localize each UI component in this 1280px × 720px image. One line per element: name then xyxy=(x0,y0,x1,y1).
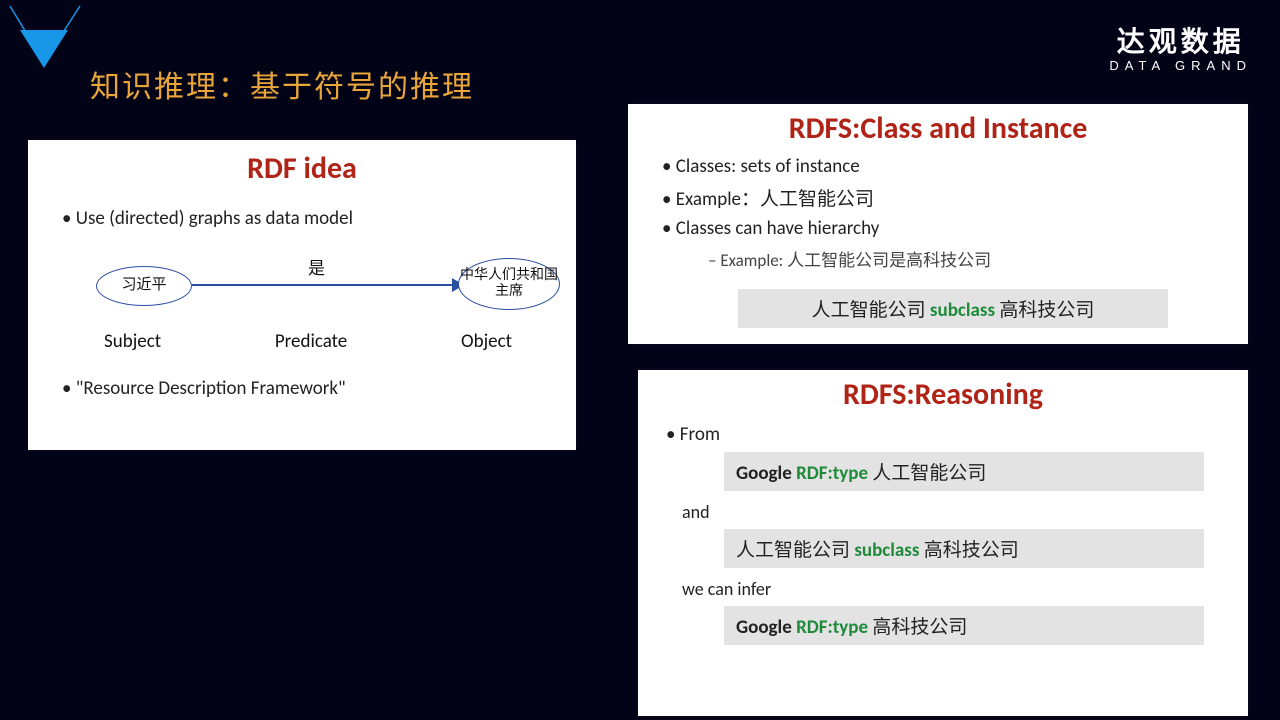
bullet-tr-2: Example：人工智能公司 xyxy=(662,184,1228,211)
panel-rdfs-reasoning: RDFS:Reasoning From Google RDF:type 人工智能… xyxy=(638,370,1248,716)
l3-c: 高科技公司 xyxy=(872,616,967,639)
from-label: From xyxy=(666,423,1226,446)
gray-box-subclass: 人工智能公司 subclass 高科技公司 xyxy=(738,289,1168,328)
l2-b: subclass xyxy=(854,539,919,562)
bullet-tr-3: Classes can have hierarchy xyxy=(662,217,1228,240)
rdf-triple-diagram: 习近平 是 中华人们共和国主席 xyxy=(48,258,556,318)
box-keyword: subclass xyxy=(930,299,995,322)
subbullet-tr-1: Example: 人工智能公司是高科技公司 xyxy=(708,246,1228,271)
l3-b: RDF:type xyxy=(796,616,868,639)
l1-c: 人工智能公司 xyxy=(872,462,986,485)
role-object: Object xyxy=(461,330,512,353)
panel-rdfs-class: RDFS:Class and Instance Classes: sets of… xyxy=(628,104,1248,344)
bullet-tr-1: Classes: sets of instance xyxy=(662,155,1228,178)
brand-en: DATA GRAND xyxy=(1109,58,1252,73)
card-title-br: RDFS:Reasoning xyxy=(660,376,1226,413)
brand-block: 达观数据 DATA GRAND xyxy=(1109,28,1252,73)
l1-a: Google xyxy=(736,462,792,485)
node-object: 中华人们共和国主席 xyxy=(458,258,560,310)
role-row: Subject Predicate Object xyxy=(104,330,512,353)
panel-rdf-idea: RDF idea Use (directed) graphs as data m… xyxy=(28,140,576,450)
bullet-left-2: "Resource Description Framework" xyxy=(62,377,556,400)
card-title-tr: RDFS:Class and Instance xyxy=(648,110,1228,147)
l2-a: 人工智能公司 xyxy=(736,539,850,562)
brand-cn: 达观数据 xyxy=(1109,28,1252,56)
role-predicate: Predicate xyxy=(275,330,347,353)
box-left: 人工智能公司 xyxy=(812,299,926,322)
slide-title: 知识推理：基于符号的推理 xyxy=(90,62,474,106)
logo-icon xyxy=(0,0,90,90)
arrow-line xyxy=(192,284,458,286)
box-right: 高科技公司 xyxy=(999,299,1094,322)
role-subject: Subject xyxy=(104,330,161,353)
reasoning-line-3: Google RDF:type 高科技公司 xyxy=(724,606,1204,645)
reasoning-line-1: Google RDF:type 人工智能公司 xyxy=(724,452,1204,491)
node-subject: 习近平 xyxy=(96,266,192,306)
predicate-label: 是 xyxy=(308,254,325,279)
infer-label: we can infer xyxy=(682,578,1226,600)
reasoning-line-2: 人工智能公司 subclass 高科技公司 xyxy=(724,529,1204,568)
l2-c: 高科技公司 xyxy=(924,539,1019,562)
card-title-left: RDF idea xyxy=(48,150,556,187)
l1-b: RDF:type xyxy=(796,462,868,485)
bullet-left-1: Use (directed) graphs as data model xyxy=(62,207,556,230)
l3-a: Google xyxy=(736,616,792,639)
and-label: and xyxy=(682,501,1226,523)
